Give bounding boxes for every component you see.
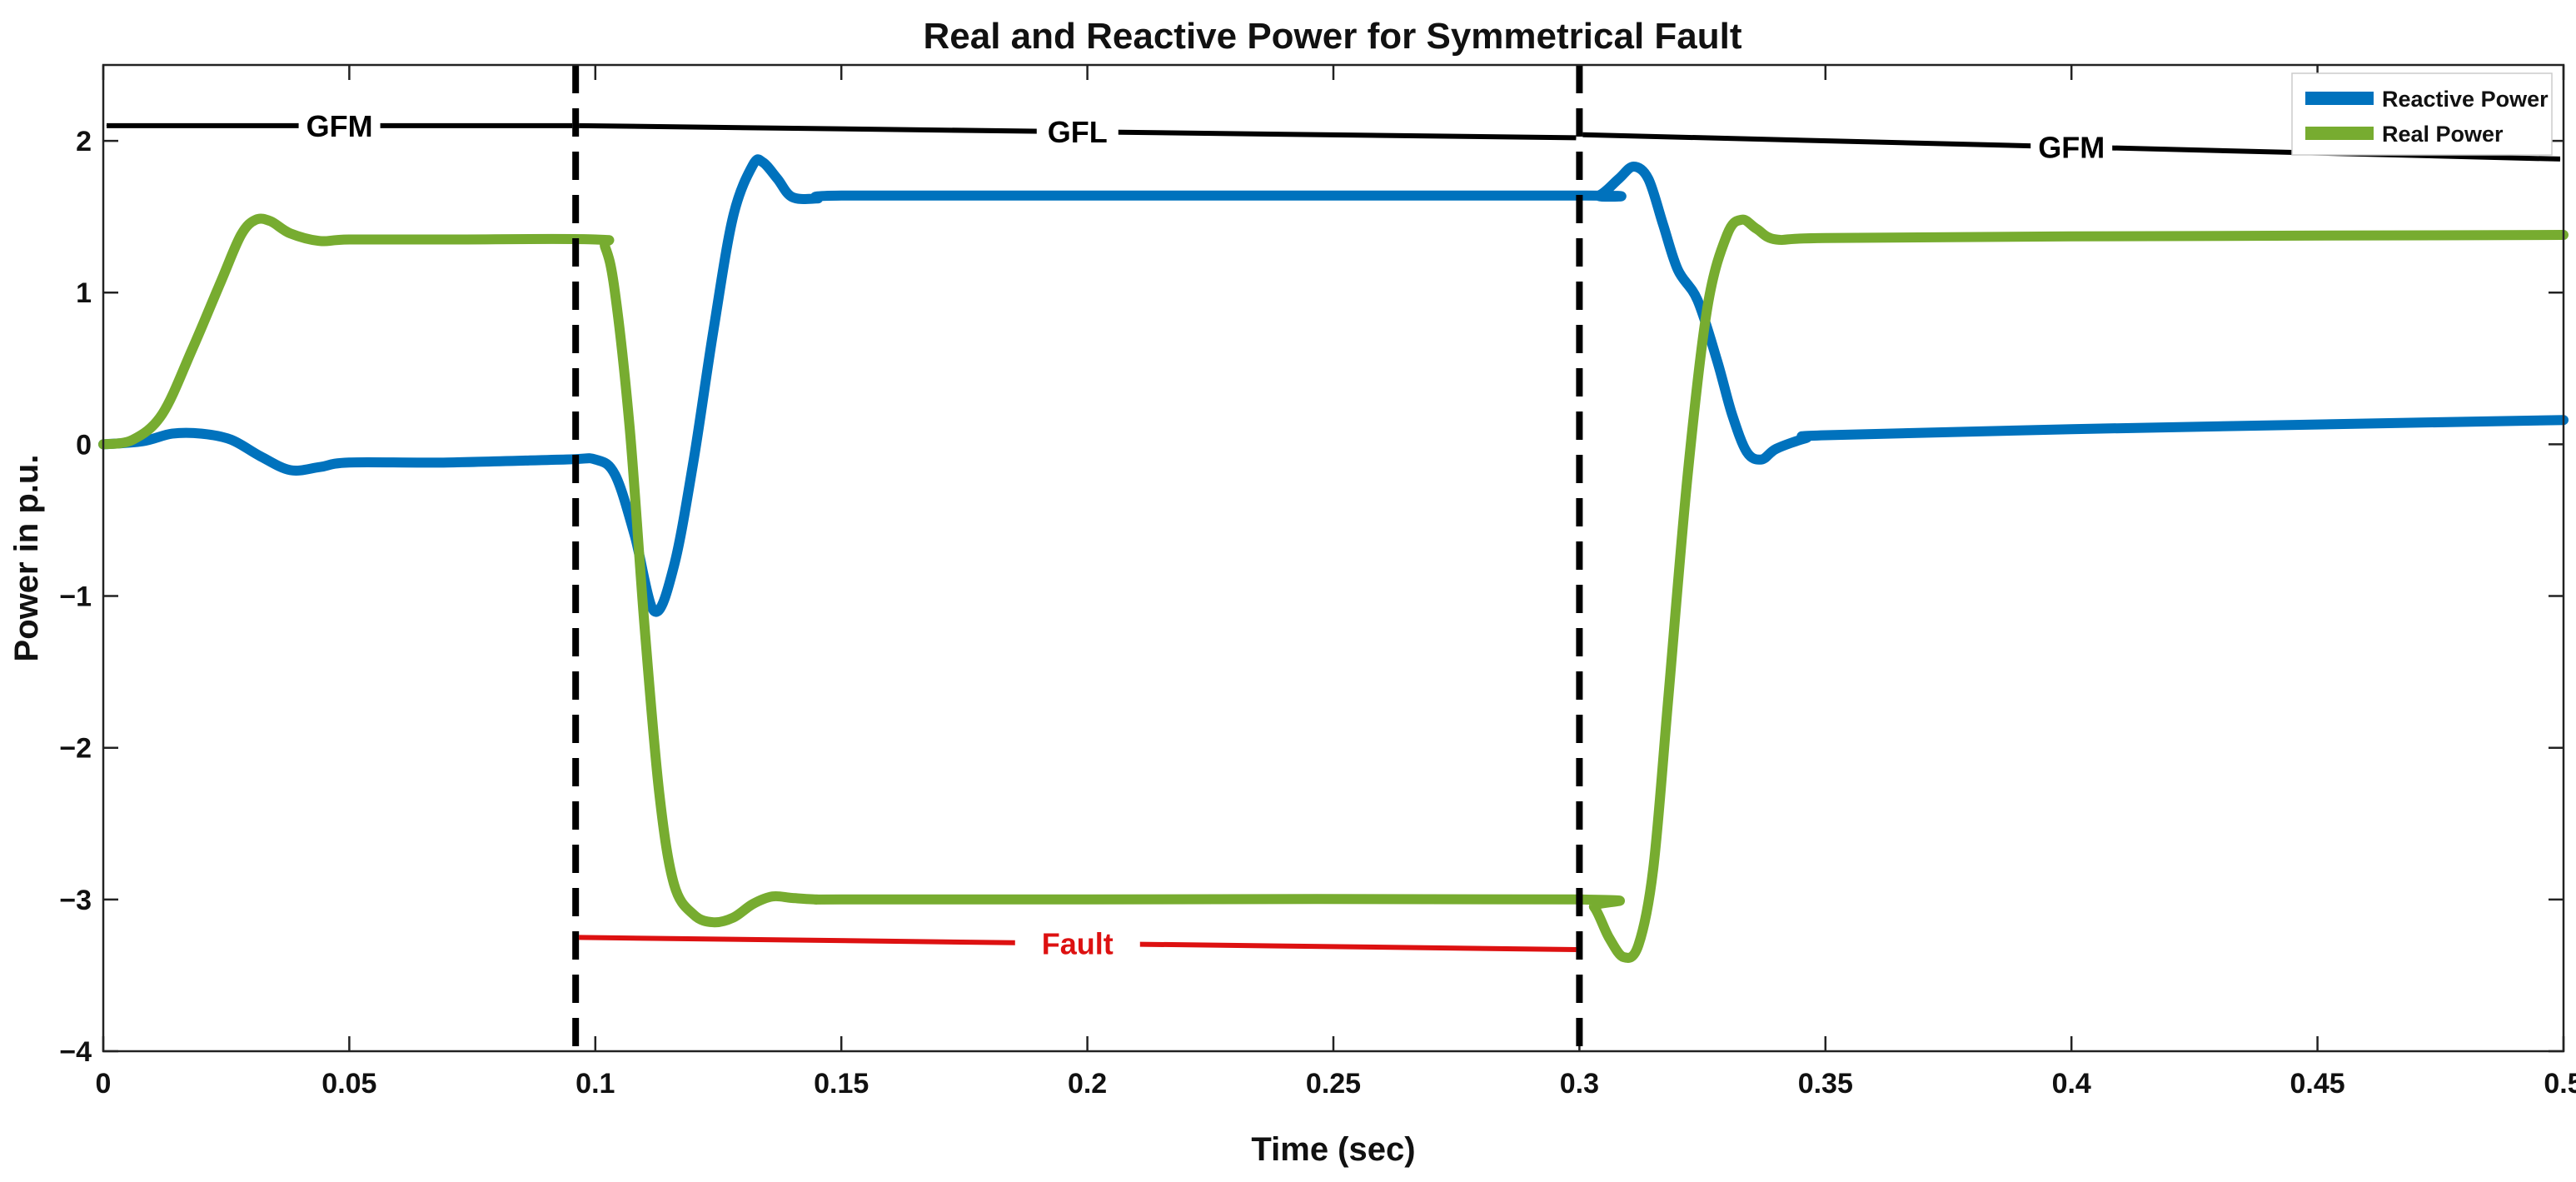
x-tick-label: 0 (96, 1068, 112, 1100)
x-tick-label: 0.4 (2052, 1068, 2091, 1100)
legend-label-real-power: Real Power (2382, 122, 2504, 147)
y-tick-label: −2 (59, 733, 92, 765)
x-tick-label: 0.45 (2290, 1068, 2345, 1100)
x-tick-label: 0.5 (2544, 1068, 2576, 1100)
x-tick-label: 0.3 (1560, 1068, 1599, 1100)
y-tick-label: 2 (76, 126, 92, 157)
series-line-real-power (98, 213, 2569, 963)
legend-label-reactive-power: Reactive Power (2382, 87, 2549, 112)
annotation-label-gfm-2: GFM (2038, 130, 2105, 164)
annotation-label-bg (1014, 921, 1140, 964)
series-lines (98, 154, 2569, 963)
x-axis-label: Time (sec) (1251, 1131, 1415, 1168)
fault-markers (572, 65, 1583, 1051)
plot-frame (102, 63, 2565, 1053)
x-tick-label: 0.1 (575, 1068, 615, 1100)
series-line-reactive-power (98, 154, 2569, 617)
y-tick-label: 0 (76, 429, 92, 461)
y-axis-ticks: −4 −3 −2 −1 0 1 2 (59, 126, 2564, 1068)
x-tick-label: 0.25 (1306, 1068, 1361, 1100)
y-tick-label: 1 (76, 277, 92, 309)
x-tick-label: 0.35 (1798, 1068, 1853, 1100)
x-tick-label: 0.05 (321, 1068, 376, 1100)
chart-title: Real and Reactive Power for Symmetrical … (923, 16, 1741, 57)
y-tick-label: −3 (59, 885, 92, 916)
annotation-label-fault-3: Fault (1042, 927, 1114, 961)
annotation-label-bg (1036, 110, 1119, 152)
annotation-label-bg (2030, 125, 2113, 167)
x-tick-label: 0.15 (814, 1068, 869, 1100)
annotation-label-gfl-1: GFL (1048, 115, 1108, 149)
annotation-label-bg (298, 103, 381, 146)
x-axis-ticks: 0 0.05 0.1 0.15 0.2 0.25 0.3 0.35 0.4 0.45 0.5 (96, 65, 2576, 1100)
legend-box (2291, 72, 2553, 156)
legend: Reactive Power Real Power (2291, 72, 2553, 156)
y-tick-label: −1 (59, 581, 92, 613)
y-axis-label: Power in p.u. (8, 455, 45, 662)
y-tick-label: −4 (59, 1036, 92, 1068)
annotation-label-gfm-0: GFM (306, 109, 373, 143)
x-tick-label: 0.2 (1068, 1068, 1107, 1100)
